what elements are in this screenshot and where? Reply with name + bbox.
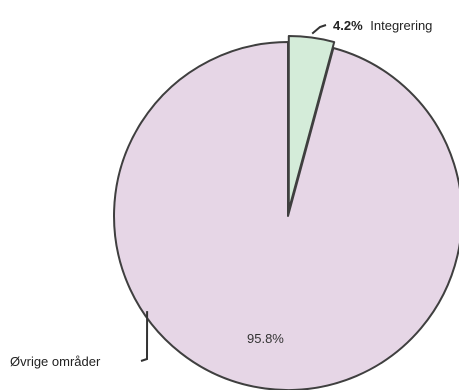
leader-lines (140, 24, 327, 362)
leader-line-integrering (311, 24, 327, 35)
slice-name-ovrige-omrader: Øvrige områder (10, 354, 101, 369)
slice-percent-ovrige-omrader: 95.8% (247, 331, 284, 346)
pie-slices (113, 35, 459, 390)
pie-slice-ovrige-omrader (113, 41, 459, 390)
slice-percent-integrering: 4.2% (333, 18, 363, 33)
slice-name-integrering: Integrering (370, 18, 432, 33)
leader-line-ovrige-omrader (140, 311, 149, 362)
pie-slice-integrering (287, 35, 336, 212)
slice-label-integrering: 4.2% Integrering (333, 18, 432, 33)
